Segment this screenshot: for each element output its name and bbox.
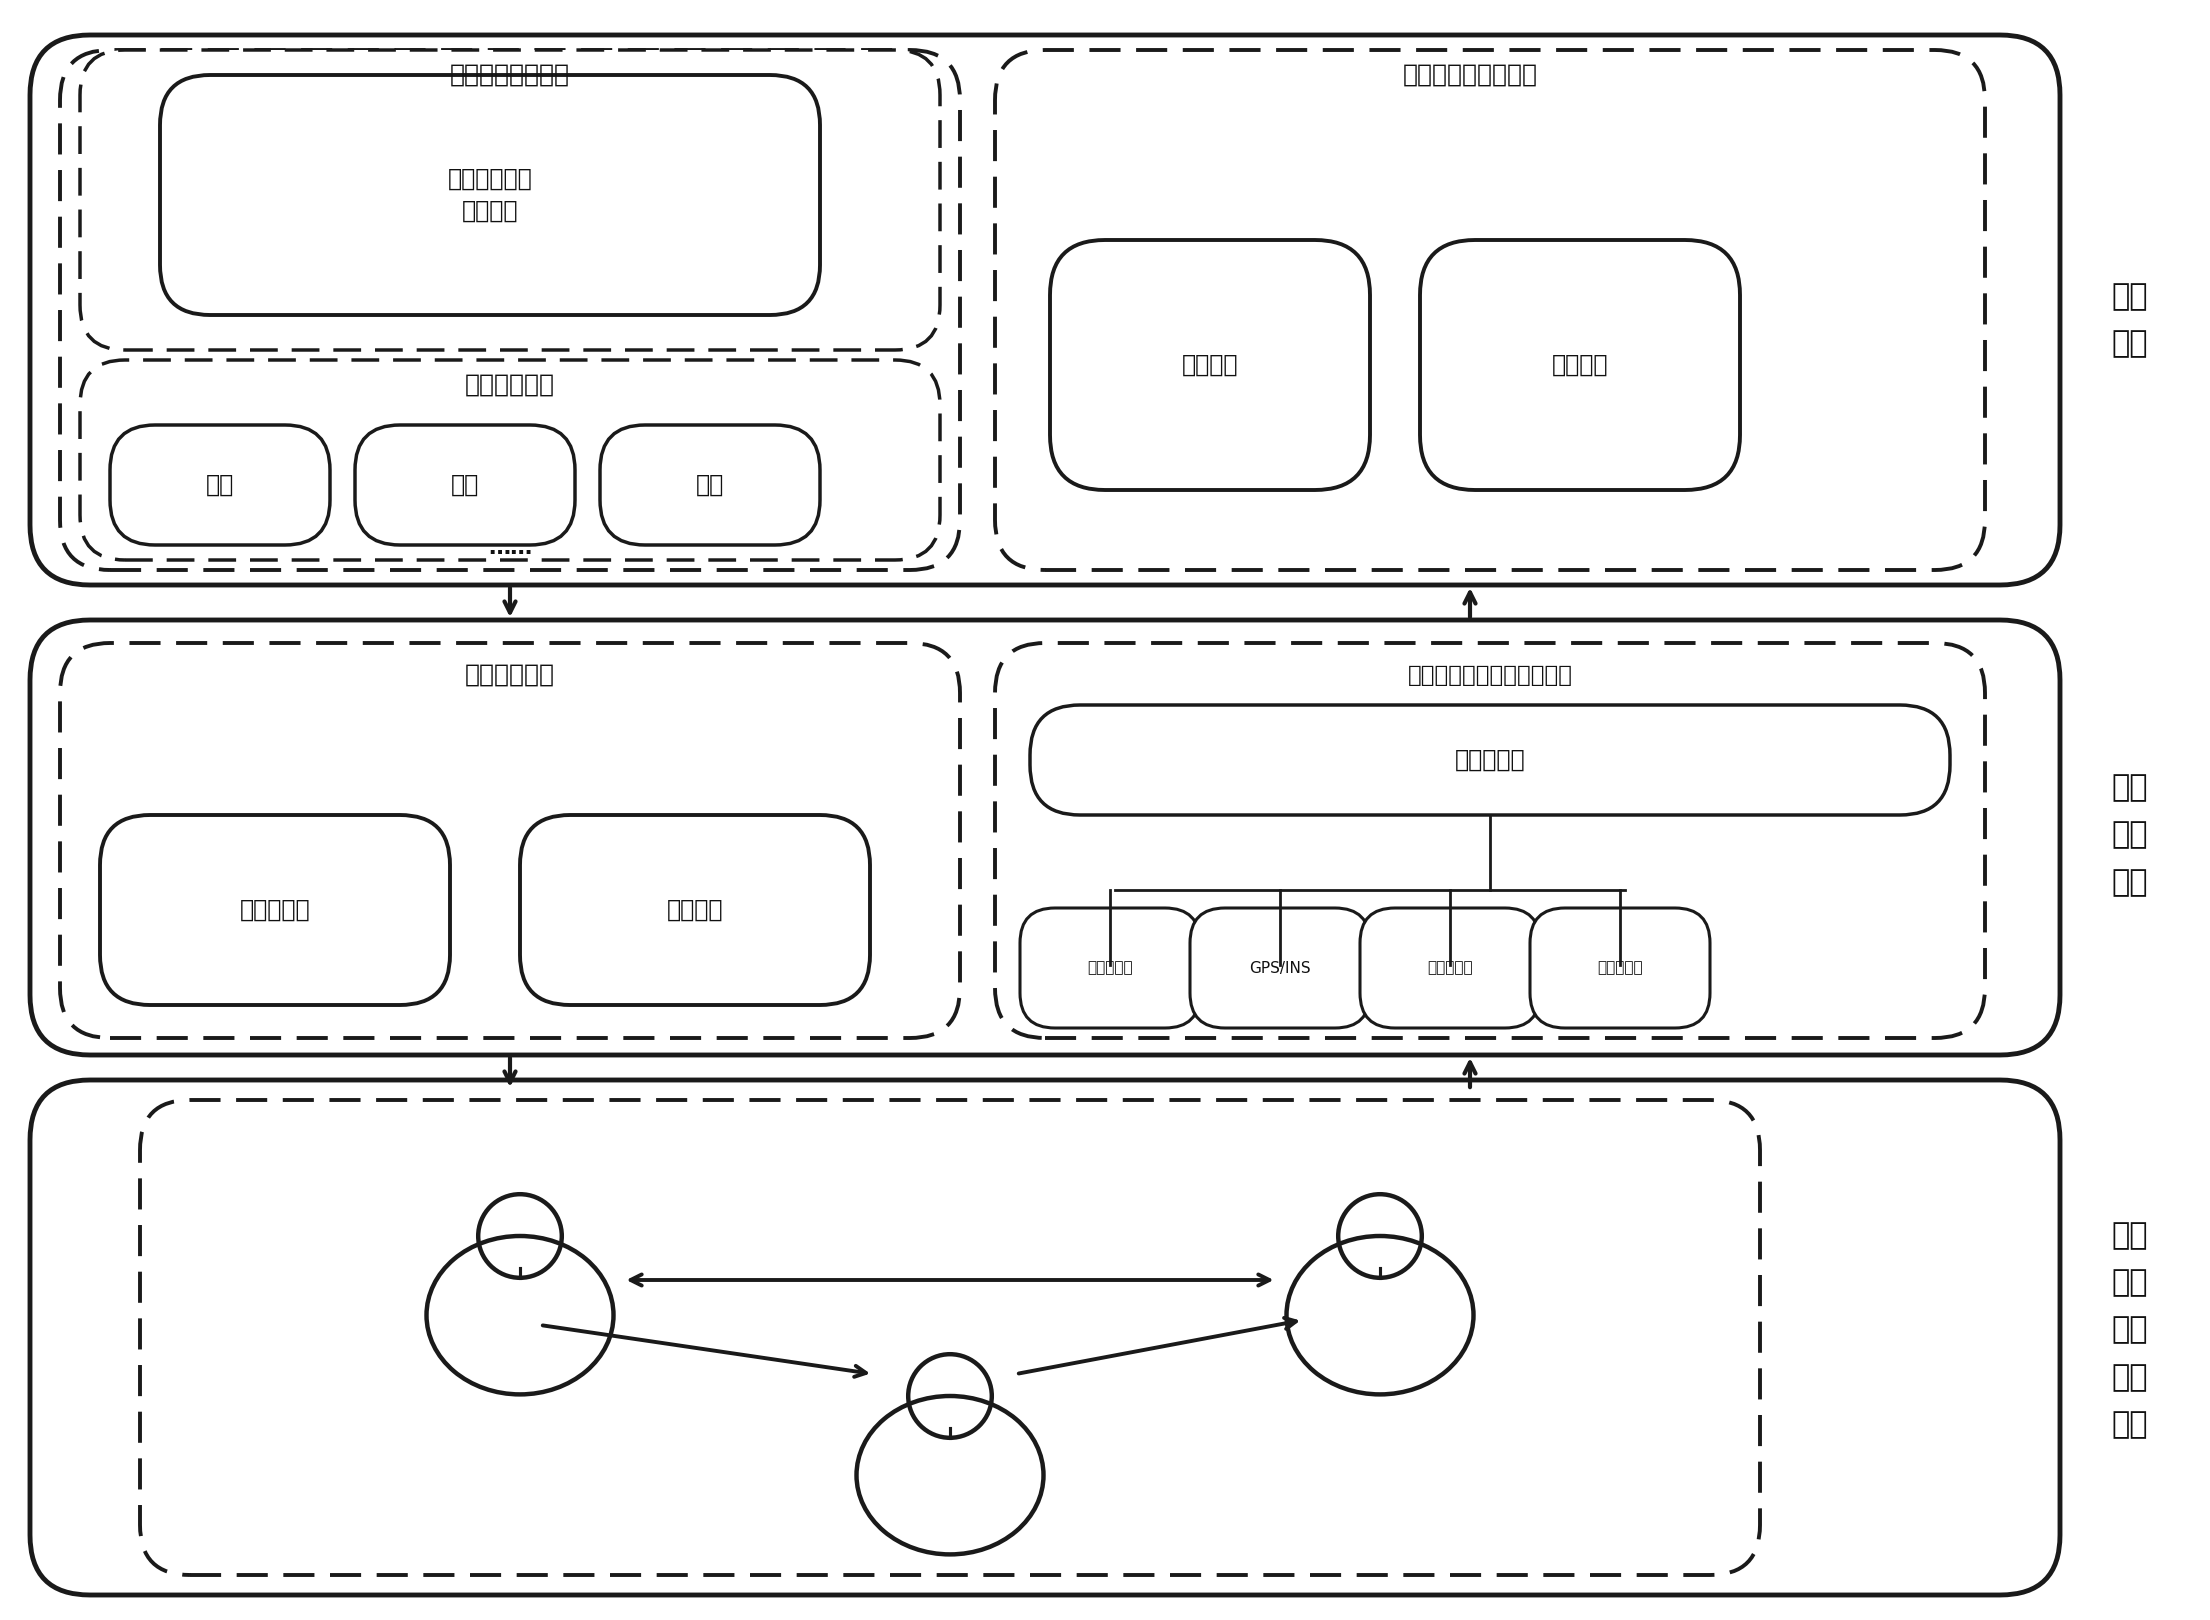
Text: 跟踪: 跟踪 [696,473,725,497]
FancyBboxPatch shape [599,424,820,544]
FancyBboxPatch shape [1529,907,1711,1029]
Text: 视觉传感器: 视觉传感器 [1428,961,1472,975]
FancyBboxPatch shape [80,50,939,350]
FancyBboxPatch shape [60,643,959,1038]
Text: 多机器人系统
故障诊断: 多机器人系统 故障诊断 [449,167,533,224]
Text: 系統重构: 系統重构 [667,897,723,922]
Text: 智能规划与决策模块: 智能规划与决策模块 [1403,63,1538,87]
Text: ……: …… [488,538,533,557]
FancyBboxPatch shape [99,815,451,1004]
Text: 传感器融合: 传感器融合 [1454,748,1525,773]
FancyBboxPatch shape [519,815,871,1004]
FancyBboxPatch shape [1421,240,1739,489]
Text: 控制律切换: 控制律切换 [239,897,309,922]
FancyBboxPatch shape [356,424,575,544]
Text: 多机
器人
群体
工作
空间: 多机 器人 群体 工作 空间 [2113,1221,2148,1439]
FancyBboxPatch shape [60,50,959,570]
FancyBboxPatch shape [1021,907,1200,1029]
FancyBboxPatch shape [994,643,1985,1038]
FancyBboxPatch shape [31,1081,2060,1596]
Text: GPS/INS: GPS/INS [1249,961,1311,975]
Text: 编队: 编队 [451,473,480,497]
Text: 超声传感器: 超声传感器 [1087,961,1134,975]
Text: 任务规划: 任务规划 [1182,353,1238,377]
Text: 行为决策: 行为决策 [1551,353,1609,377]
FancyBboxPatch shape [139,1100,1759,1575]
FancyBboxPatch shape [80,360,939,561]
Text: 实时
转换
接口: 实时 转换 接口 [2113,773,2148,897]
Text: 避障: 避障 [206,473,234,497]
FancyBboxPatch shape [1030,705,1949,815]
FancyBboxPatch shape [31,36,2060,585]
FancyBboxPatch shape [1050,240,1370,489]
FancyBboxPatch shape [159,75,820,314]
Text: 控制转换模块: 控制转换模块 [464,663,555,687]
FancyBboxPatch shape [1359,907,1540,1029]
FancyBboxPatch shape [1189,907,1370,1029]
FancyBboxPatch shape [110,424,329,544]
Text: 系统故障决策模块: 系统故障决策模块 [451,63,570,87]
Text: 控制决策模块: 控制决策模块 [464,373,555,397]
Text: 决策
模块: 决策 模块 [2113,282,2148,358]
Text: 光电编码器: 光电编码器 [1598,961,1642,975]
Text: 环境感知与事件辨识别模块: 环境感知与事件辨识别模块 [1408,664,1574,687]
FancyBboxPatch shape [31,620,2060,1055]
FancyBboxPatch shape [994,50,1985,570]
